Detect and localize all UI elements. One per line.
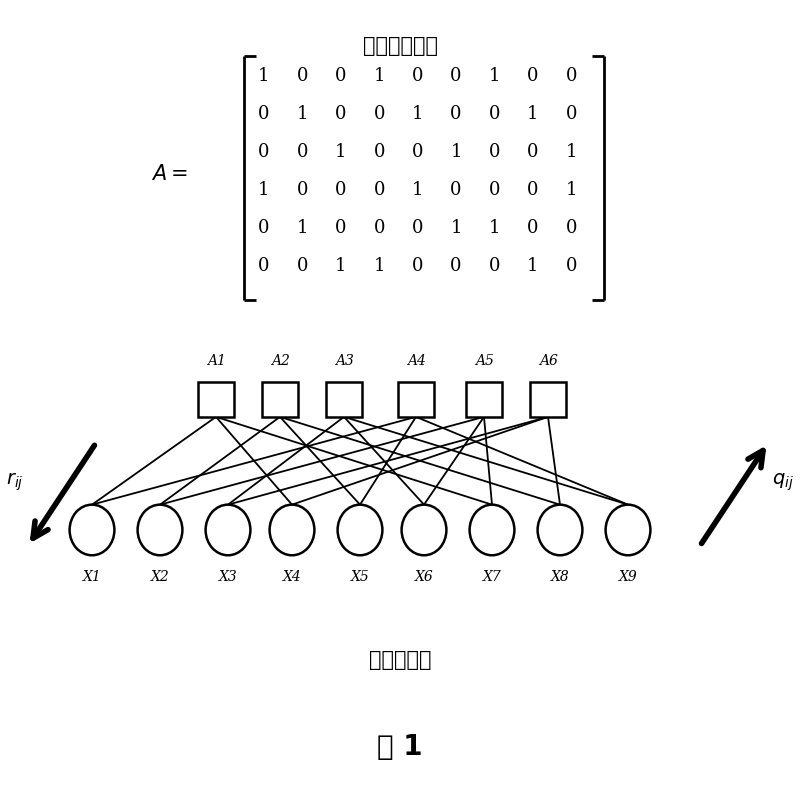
- Text: X7: X7: [482, 570, 502, 584]
- Text: 0: 0: [297, 143, 308, 161]
- Text: 0: 0: [374, 143, 385, 161]
- Text: 1: 1: [297, 219, 308, 237]
- Text: X2: X2: [150, 570, 170, 584]
- Text: 0: 0: [258, 105, 270, 123]
- Text: 0: 0: [374, 219, 385, 237]
- Ellipse shape: [402, 505, 446, 555]
- Text: 1: 1: [527, 105, 538, 123]
- Text: 0: 0: [566, 105, 577, 123]
- Text: 1: 1: [412, 181, 423, 199]
- Text: X6: X6: [414, 570, 434, 584]
- Text: 0: 0: [527, 143, 538, 161]
- Ellipse shape: [138, 505, 182, 555]
- Text: 1: 1: [566, 143, 577, 161]
- Bar: [398, 382, 434, 417]
- Text: X4: X4: [282, 570, 302, 584]
- Text: X9: X9: [618, 570, 638, 584]
- Text: 1: 1: [489, 219, 500, 237]
- Text: A4: A4: [406, 354, 426, 368]
- Text: 1: 1: [450, 219, 462, 237]
- Text: 1: 1: [335, 143, 346, 161]
- Text: 1: 1: [297, 105, 308, 123]
- Ellipse shape: [270, 505, 314, 555]
- Text: 0: 0: [374, 105, 385, 123]
- Text: 1: 1: [489, 67, 500, 85]
- Text: 0: 0: [412, 257, 423, 274]
- Text: 0: 0: [297, 67, 308, 85]
- Text: 0: 0: [335, 219, 346, 237]
- Text: 1: 1: [450, 143, 462, 161]
- Text: 0: 0: [527, 67, 538, 85]
- Text: 0: 0: [450, 181, 462, 199]
- Ellipse shape: [338, 505, 382, 555]
- Ellipse shape: [470, 505, 514, 555]
- Text: 图 1: 图 1: [378, 733, 422, 762]
- Text: 0: 0: [489, 143, 500, 161]
- Text: 奇偶校验矩阵: 奇偶校验矩阵: [362, 36, 438, 55]
- Text: 0: 0: [527, 219, 538, 237]
- Text: 1: 1: [374, 257, 385, 274]
- Text: A1: A1: [206, 354, 226, 368]
- Text: $r_{ij}$: $r_{ij}$: [6, 471, 24, 494]
- Text: A2: A2: [270, 354, 290, 368]
- Ellipse shape: [70, 505, 114, 555]
- Text: 0: 0: [335, 105, 346, 123]
- Text: A5: A5: [474, 354, 494, 368]
- Text: 0: 0: [335, 67, 346, 85]
- Text: 0: 0: [297, 257, 308, 274]
- Bar: [198, 382, 234, 417]
- Bar: [326, 382, 362, 417]
- Text: X5: X5: [350, 570, 370, 584]
- Text: X8: X8: [550, 570, 570, 584]
- Text: $A=$: $A=$: [151, 164, 188, 184]
- Bar: [262, 382, 298, 417]
- Text: 0: 0: [335, 181, 346, 199]
- Text: A3: A3: [334, 354, 354, 368]
- Bar: [466, 382, 502, 417]
- Text: 1: 1: [374, 67, 385, 85]
- Text: 0: 0: [527, 181, 538, 199]
- Text: A6: A6: [538, 354, 558, 368]
- Text: 0: 0: [412, 67, 423, 85]
- Text: 0: 0: [489, 105, 500, 123]
- Text: 0: 0: [258, 143, 270, 161]
- Text: 0: 0: [566, 219, 577, 237]
- Text: 0: 0: [412, 219, 423, 237]
- Text: 0: 0: [450, 67, 462, 85]
- Bar: [530, 382, 566, 417]
- Text: 1: 1: [566, 181, 577, 199]
- Text: 信息传递图: 信息传递图: [369, 650, 431, 671]
- Text: 0: 0: [450, 105, 462, 123]
- Text: 1: 1: [527, 257, 538, 274]
- Text: 1: 1: [258, 67, 270, 85]
- Text: 0: 0: [258, 219, 270, 237]
- Text: 0: 0: [258, 257, 270, 274]
- Text: 0: 0: [450, 257, 462, 274]
- Text: 0: 0: [566, 257, 577, 274]
- Text: 0: 0: [489, 257, 500, 274]
- Text: 0: 0: [374, 181, 385, 199]
- Ellipse shape: [206, 505, 250, 555]
- Ellipse shape: [606, 505, 650, 555]
- Text: 1: 1: [335, 257, 346, 274]
- Text: 0: 0: [412, 143, 423, 161]
- Text: X3: X3: [218, 570, 238, 584]
- Text: $q_{ij}$: $q_{ij}$: [772, 471, 794, 494]
- Text: 0: 0: [566, 67, 577, 85]
- Text: 1: 1: [412, 105, 423, 123]
- Ellipse shape: [538, 505, 582, 555]
- Text: X1: X1: [82, 570, 102, 584]
- Text: 1: 1: [258, 181, 270, 199]
- Text: 0: 0: [489, 181, 500, 199]
- Text: 0: 0: [297, 181, 308, 199]
